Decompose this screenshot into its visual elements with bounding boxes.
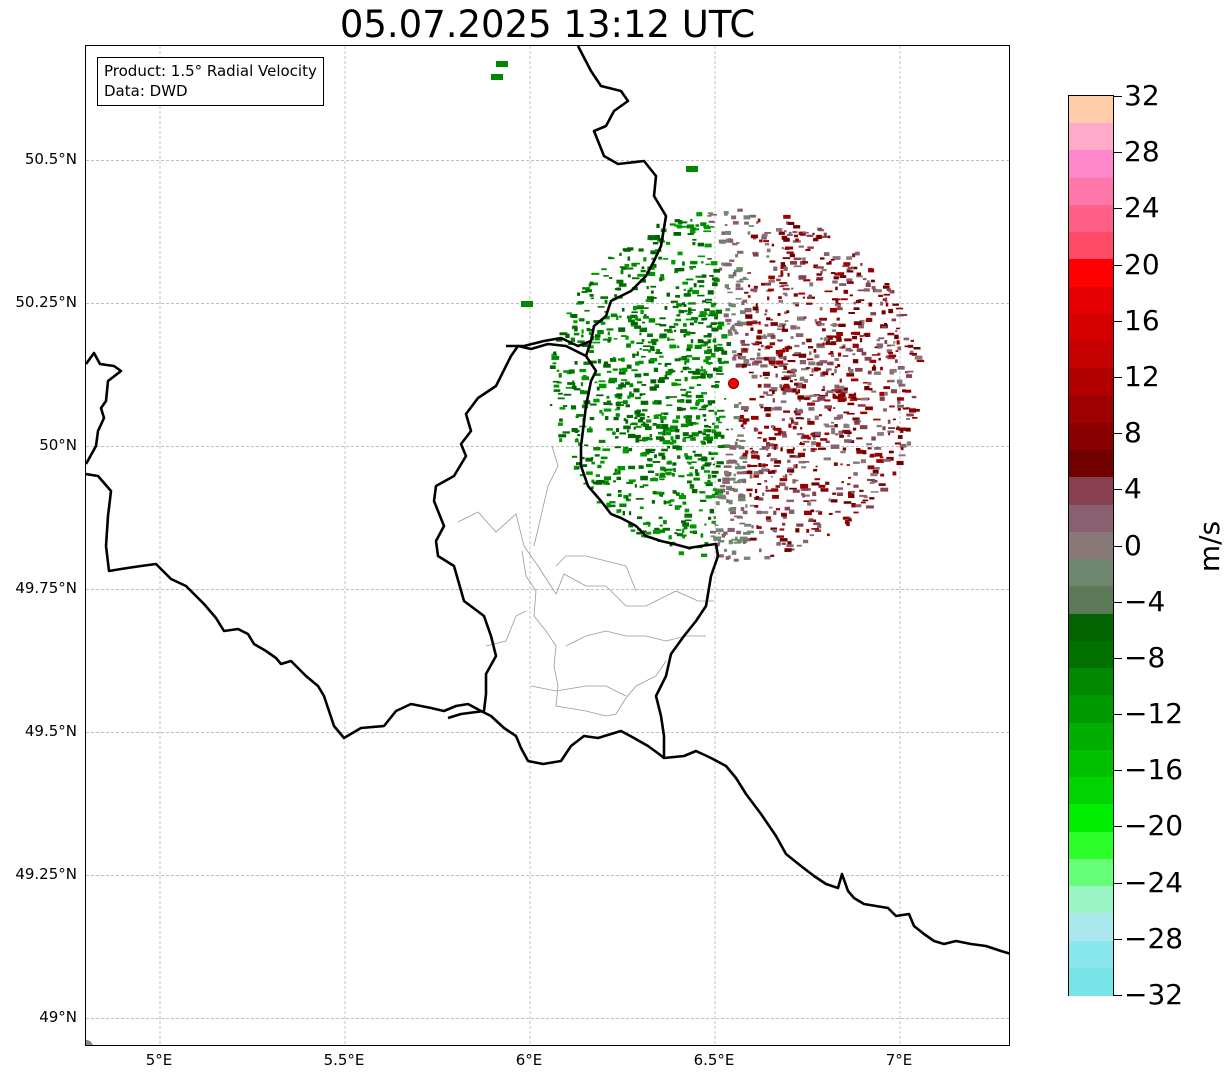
- national-borders: [86, 46, 1009, 955]
- colorbar-tick-label: −32: [1124, 978, 1184, 1011]
- colorbar-tick-mark: [1114, 489, 1122, 491]
- radar-map: [86, 46, 1009, 1045]
- map-title: 05.07.2025 13:12 UTC: [339, 3, 756, 46]
- colorbar-segment: [1069, 232, 1113, 261]
- colorbar-segment: [1069, 913, 1113, 942]
- colorbar-segment: [1069, 886, 1113, 914]
- lat-tick-label: 49.5°N: [24, 722, 77, 741]
- colorbar-segment: [1069, 804, 1113, 833]
- colorbar-tick-mark: [1114, 376, 1122, 378]
- colorbar-segment: [1069, 341, 1113, 369]
- colorbar-segment: [1069, 967, 1113, 996]
- colorbar-tick-label: 32: [1124, 79, 1160, 112]
- colorbar-tick-label: 4: [1124, 472, 1142, 506]
- colorbar-segment: [1069, 559, 1113, 587]
- colorbar-segment: [1069, 395, 1113, 424]
- colorbar-segment: [1069, 504, 1113, 533]
- product-info-box: Product: 1.5° Radial Velocity Data: DWD: [97, 57, 324, 106]
- corner-mark: [86, 1040, 93, 1045]
- colorbar-tick-mark: [1114, 657, 1122, 659]
- colorbar-tick-label: 8: [1124, 416, 1142, 450]
- colorbar-tick-label: −12: [1124, 697, 1184, 731]
- colorbar-segment: [1069, 749, 1113, 778]
- colorbar-tick-mark: [1114, 320, 1122, 322]
- colorbar-tick-mark: [1114, 545, 1122, 547]
- colorbar-tick-label: 0: [1124, 528, 1142, 562]
- lon-tick-label: 5°E: [145, 1051, 173, 1069]
- colorbar-tick-mark: [1114, 152, 1122, 154]
- colorbar-segment: [1069, 422, 1113, 451]
- colorbar-segment: [1069, 613, 1113, 642]
- colorbar-tick-label: −16: [1124, 753, 1184, 787]
- colorbar-segment: [1069, 96, 1113, 124]
- colorbar-segment: [1069, 777, 1113, 805]
- lon-tick-label: 7°E: [885, 1051, 913, 1069]
- colorbar-tick-mark: [1114, 264, 1122, 266]
- colorbar-segment: [1069, 695, 1113, 724]
- colorbar-segment: [1069, 831, 1113, 860]
- colorbar-segment: [1069, 204, 1113, 233]
- colorbar-segment: [1069, 177, 1113, 206]
- colorbar-tick-mark: [1114, 995, 1122, 996]
- colorbar-tick-label: 16: [1124, 303, 1160, 337]
- colorbar-unit-label: m/s: [1193, 520, 1225, 573]
- colorbar-segment: [1069, 313, 1113, 342]
- colorbar-tick-label: 12: [1124, 359, 1160, 393]
- lat-tick-label: 50°N: [39, 436, 77, 455]
- lat-tick-label: 50.25°N: [15, 293, 77, 312]
- colorbar-tick-mark: [1114, 826, 1122, 828]
- colorbar-tick-mark: [1114, 601, 1122, 603]
- colorbar-segment: [1069, 150, 1113, 179]
- lon-tick-label: 6.5°E: [693, 1051, 735, 1069]
- colorbar-tick-label: −8: [1124, 640, 1166, 674]
- colorbar-tick-mark: [1114, 208, 1122, 210]
- colorbar-tick-label: 28: [1124, 135, 1160, 169]
- colorbar-tick-label: −20: [1124, 809, 1184, 843]
- colorbar-tick-mark: [1114, 96, 1122, 97]
- colorbar-tick-mark: [1114, 714, 1122, 716]
- colorbar-segment: [1069, 450, 1113, 478]
- lat-tick-label: 49°N: [39, 1008, 77, 1027]
- colorbar-segment: [1069, 668, 1113, 696]
- lat-tick-label: 50.5°N: [24, 150, 77, 169]
- product-label: Product: 1.5° Radial Velocity: [104, 62, 317, 80]
- colorbar-tick-label: −24: [1124, 865, 1184, 899]
- colorbar-segment: [1069, 858, 1113, 887]
- colorbar-segment: [1069, 259, 1113, 288]
- radar-map-panel[interactable]: [85, 45, 1010, 1046]
- lat-tick-label: 49.75°N: [15, 579, 77, 598]
- colorbar-segment: [1069, 123, 1113, 152]
- colorbar-segment: [1069, 586, 1113, 615]
- velocity-colorbar: [1068, 95, 1114, 996]
- colorbar-tick-label: −28: [1124, 921, 1184, 955]
- colorbar-tick-mark: [1114, 882, 1122, 884]
- colorbar-tick-mark: [1114, 770, 1122, 772]
- colorbar-segment: [1069, 722, 1113, 751]
- colorbar-segment: [1069, 368, 1113, 397]
- colorbar-segment: [1069, 531, 1113, 560]
- lon-tick-label: 5.5°E: [323, 1051, 365, 1069]
- colorbar-tick-label: −4: [1124, 584, 1166, 618]
- colorbar-segment: [1069, 286, 1113, 315]
- colorbar-segment: [1069, 940, 1113, 969]
- district-borders: [457, 445, 714, 717]
- colorbar-tick-mark: [1114, 938, 1122, 940]
- lat-tick-label: 49.25°N: [15, 865, 77, 884]
- radar-site-marker: [728, 377, 739, 389]
- data-source-label: Data: DWD: [104, 82, 188, 100]
- colorbar-tick-label: 24: [1124, 191, 1160, 225]
- colorbar-tick-mark: [1114, 433, 1122, 435]
- colorbar-tick-label: 20: [1124, 247, 1160, 281]
- lon-tick-label: 6°E: [515, 1051, 543, 1069]
- colorbar-segment: [1069, 477, 1113, 506]
- radar-echo-layer: [491, 61, 925, 562]
- colorbar-segment: [1069, 640, 1113, 669]
